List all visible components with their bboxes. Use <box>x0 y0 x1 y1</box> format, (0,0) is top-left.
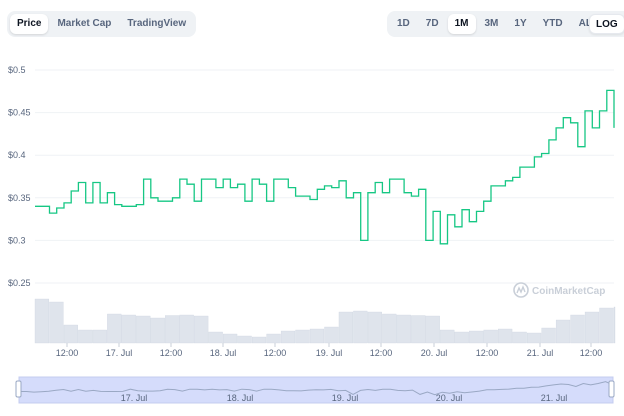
volume-bar <box>555 319 571 344</box>
volume-bar <box>527 332 542 344</box>
volume-bar <box>150 317 165 344</box>
x-tick-label: 12:00 <box>370 348 393 358</box>
navigator-tick-label: 21. Jul <box>541 393 568 403</box>
volume-bar <box>266 333 281 344</box>
volume-bar <box>498 328 513 344</box>
volume-bar <box>223 333 238 344</box>
range-1m[interactable]: 1M <box>447 14 476 34</box>
y-tick-label: $0.3 <box>8 235 26 245</box>
x-tick-label: 19. Jul <box>316 348 343 358</box>
x-tick-label: 20. Jul <box>421 348 448 358</box>
volume-bar <box>251 336 267 344</box>
volume-bar <box>599 307 614 344</box>
volume-bar <box>367 311 382 344</box>
tab-market-cap[interactable]: Market Cap <box>57 18 112 29</box>
y-tick-label: $0.4 <box>8 150 26 160</box>
range-all[interactable]: ALL <box>572 14 605 34</box>
volume-bar <box>411 315 426 344</box>
navigator-right-handle[interactable] <box>608 380 615 398</box>
range-3m[interactable]: 3M <box>484 18 499 29</box>
navigator-tick-label: 18. Jul <box>227 393 254 403</box>
volume-bar <box>469 330 484 344</box>
navigator-series-line <box>19 381 614 396</box>
navigator-tick-label: 20. Jul <box>436 393 463 403</box>
range-1d[interactable]: 1D <box>397 18 410 29</box>
log-scale-button[interactable]: LOG <box>589 14 624 34</box>
navigator-tick-label: 19. Jul <box>332 393 359 403</box>
volume-bar <box>440 329 455 344</box>
volume-bar <box>280 330 296 344</box>
x-tick-label: 12:00 <box>56 348 79 358</box>
y-tick-label: $0.35 <box>8 193 31 203</box>
volume-bar <box>49 301 64 344</box>
y-tick-label: $0.45 <box>8 108 31 118</box>
volume-bar <box>541 327 556 344</box>
range-1y[interactable]: 1Y <box>514 18 527 29</box>
y-tick-label: $0.25 <box>8 278 31 288</box>
price-series-line <box>35 89 615 245</box>
coinmarketcap-logo-mark <box>516 285 526 294</box>
volume-bar <box>107 313 122 344</box>
volume-bar <box>63 324 78 344</box>
volume-bar <box>309 328 325 344</box>
volume-bar <box>353 310 368 344</box>
volume-bar <box>512 331 527 344</box>
volume-bar <box>324 326 339 344</box>
volume-bar <box>34 298 50 344</box>
navigator-tick-label: 17. Jul <box>121 393 148 403</box>
x-tick-label: 12:00 <box>476 348 499 358</box>
tab-tradingview[interactable]: TradingView <box>127 18 187 29</box>
volume-bar <box>165 315 180 344</box>
x-tick-label: 12:00 <box>264 348 287 358</box>
volume-bar <box>483 329 498 344</box>
x-tick-label: 12:00 <box>580 348 603 358</box>
range-ytd[interactable]: YTD <box>542 18 563 29</box>
x-tick-label: 21. Jul <box>527 348 554 358</box>
coinmarketcap-logo-icon <box>513 282 529 298</box>
range-navigator[interactable]: 17. Jul 18. Jul 19. Jul 20. Jul 21. Jul <box>15 376 615 404</box>
volume-bar <box>121 314 136 344</box>
volume-bar <box>295 329 310 344</box>
volume-bar <box>425 315 440 344</box>
tab-price[interactable]: Price <box>10 14 49 34</box>
x-tick-label: 17. Jul <box>106 348 133 358</box>
x-tick-label: 12:00 <box>160 348 183 358</box>
volume-bar <box>584 311 600 344</box>
volume-bar <box>338 311 354 344</box>
volume-bar <box>237 335 252 344</box>
volume-bar <box>570 314 585 344</box>
y-tick-label: $0.5 <box>8 65 26 75</box>
volume-bar <box>396 314 411 344</box>
volume-bar <box>194 315 209 344</box>
chart-type-tabs: Price Market Cap TradingView <box>7 11 197 37</box>
range-7d[interactable]: 7D <box>425 18 439 29</box>
volume-bar <box>613 306 616 344</box>
navigator-left-handle[interactable] <box>15 380 22 398</box>
volume-bar <box>136 315 151 344</box>
volume-bar <box>78 329 93 344</box>
range-tabs: 1D 7D 1M 3M 1Y YTD ALL <box>387 11 624 37</box>
volume-bar <box>208 331 223 344</box>
volume-bar <box>382 313 397 344</box>
volume-bar <box>92 329 107 344</box>
x-tick-label: 18. Jul <box>210 348 237 358</box>
volume-bar <box>454 331 469 344</box>
volume-bar <box>179 314 194 344</box>
watermark-text: CoinMarketCap <box>532 286 605 297</box>
coinmarketcap-watermark: CoinMarketCap <box>513 282 605 298</box>
